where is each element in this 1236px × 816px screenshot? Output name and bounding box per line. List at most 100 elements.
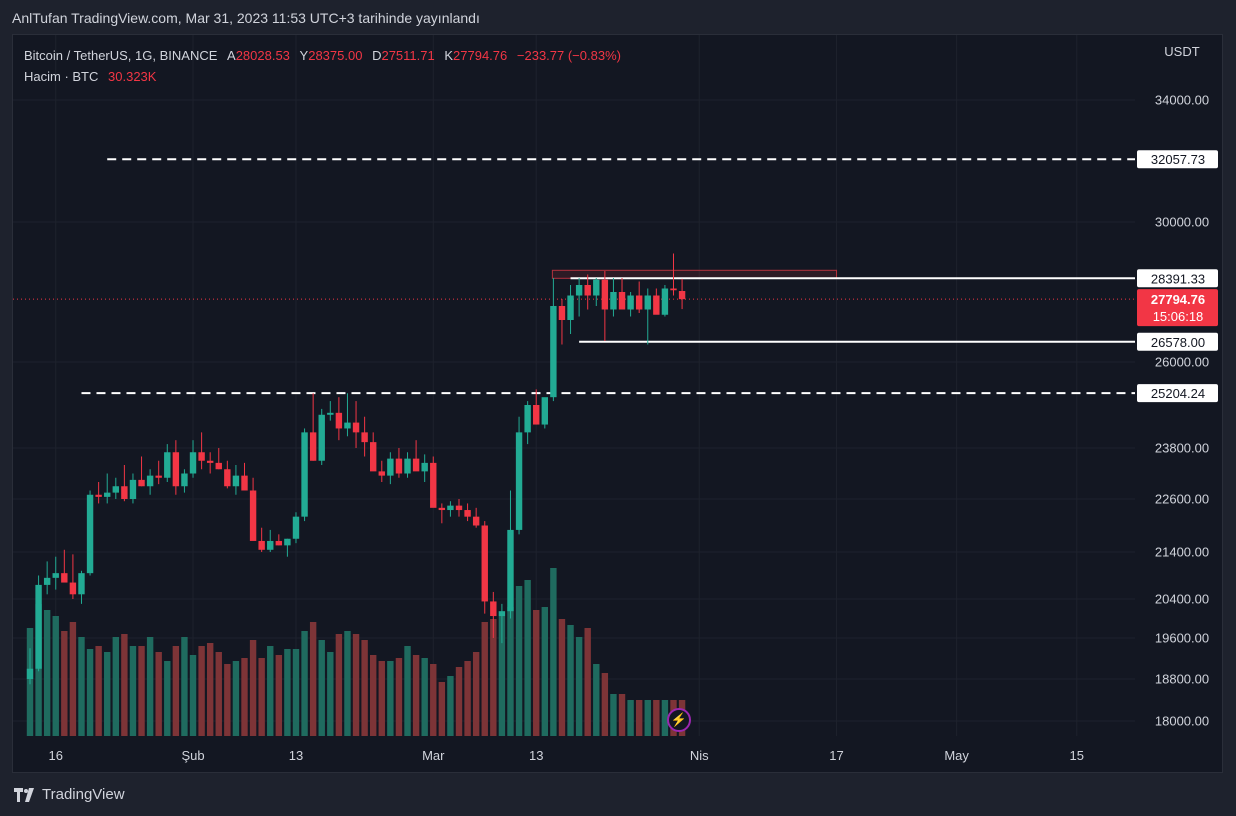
volume-bar: [421, 658, 428, 736]
volume-bar: [344, 631, 351, 736]
volume-bar: [275, 655, 283, 736]
candle-body: [593, 279, 600, 296]
volume-bar: [610, 694, 617, 736]
volume-row: Hacim · BTC 30.323K: [24, 66, 621, 87]
symbol-label[interactable]: Bitcoin / TetherUS, 1G, BINANCE: [24, 48, 218, 63]
x-tick-label: 17: [829, 748, 843, 763]
candle-body: [327, 412, 334, 415]
footer-brand[interactable]: TradingView: [14, 786, 125, 803]
volume-bar: [52, 616, 59, 736]
change-value: −233.77 (−0.83%): [516, 48, 621, 63]
volume-bar: [490, 619, 497, 736]
volume-bar: [635, 700, 643, 736]
candle-body: [198, 452, 205, 461]
volume-bar: [129, 646, 137, 736]
level-tag-label: 28391.33: [1151, 271, 1205, 286]
low-label: D: [372, 48, 382, 63]
volume-bar: [567, 625, 574, 736]
y-tick-label: 21400.00: [1155, 545, 1209, 560]
y-tick-label: 19600.00: [1155, 631, 1209, 646]
candle-body: [61, 573, 68, 583]
ohlc-row: Bitcoin / TetherUS, 1G, BINANCE A28028.5…: [24, 45, 621, 66]
y-tick-label: 22600.00: [1155, 492, 1209, 507]
volume-bar: [524, 580, 531, 736]
candle-body: [378, 471, 385, 476]
candle-body: [584, 285, 591, 296]
candle-body: [412, 458, 420, 472]
candle-body: [43, 577, 51, 585]
candle-body: [112, 486, 119, 493]
high-label: Y: [299, 48, 309, 63]
candle-body: [490, 601, 497, 617]
y-tick-label: 34000.00: [1155, 93, 1209, 108]
chart-panel[interactable]: [12, 34, 1223, 773]
volume-bar: [69, 622, 77, 736]
volume-bar: [498, 616, 506, 736]
candle-body: [232, 475, 240, 487]
candle-body: [138, 479, 145, 487]
low-value: 27511.71: [381, 48, 435, 63]
candle-body: [404, 458, 411, 474]
level-tag-label: 26578.00: [1151, 335, 1205, 350]
volume-bar: [232, 661, 240, 736]
close-value: 27794.76: [453, 48, 508, 63]
volume-bar: [438, 682, 446, 736]
y-tick-label: 30000.00: [1155, 215, 1209, 230]
volume-bar: [292, 649, 300, 736]
volume-bar: [258, 658, 265, 736]
level-tag-bg: [1137, 269, 1218, 288]
candle-body: [387, 458, 394, 476]
open-value: 28028.53: [235, 48, 290, 63]
volume-value: 30.323K: [108, 69, 157, 84]
volume-bar: [550, 568, 557, 736]
countdown-label: 15:06:18: [1153, 309, 1204, 324]
volume-bar: [164, 661, 171, 736]
volume-bar: [653, 700, 660, 736]
candle-body: [533, 405, 540, 425]
volume-bar: [146, 637, 154, 736]
candle-body: [86, 494, 94, 574]
volume-bar: [412, 655, 420, 736]
level-tag-label: 32057.73: [1151, 152, 1205, 167]
volume-bar: [644, 700, 651, 736]
candle-body: [541, 397, 548, 425]
volume-bar: [249, 640, 257, 736]
x-tick-label: 16: [49, 748, 63, 763]
candle-body: [524, 405, 531, 433]
volume-bar: [172, 646, 180, 736]
volume-bar: [215, 652, 222, 736]
candle-body: [104, 492, 111, 497]
volume-bar: [361, 640, 368, 736]
candle-body: [318, 414, 325, 461]
candle-body: [206, 460, 214, 463]
volume-bar: [198, 646, 205, 736]
candle-body: [301, 432, 308, 517]
tradingview-logo-icon: [14, 787, 34, 802]
current-price-label: 27794.76: [1151, 292, 1205, 307]
resistance-box: [551, 269, 838, 279]
candle-body: [472, 516, 480, 526]
candle-body: [610, 292, 617, 310]
volume-label[interactable]: Hacim · BTC: [24, 69, 99, 84]
x-tick-label: 15: [1070, 748, 1084, 763]
candle-body: [558, 306, 566, 320]
candle-body: [35, 584, 42, 669]
level-tag-bg: [1137, 150, 1218, 169]
candle-body: [481, 525, 488, 602]
candle-body: [292, 516, 300, 539]
volume-bar: [95, 646, 102, 736]
lightning-icon[interactable]: ⚡: [667, 708, 691, 732]
candle-body: [438, 507, 446, 511]
candle-body: [121, 486, 128, 499]
candle-body: [601, 279, 609, 310]
volume-bar: [533, 610, 540, 736]
volume-bar: [661, 700, 669, 736]
volume-bar: [378, 661, 385, 736]
candle-body: [284, 538, 291, 546]
axis-currency-label: USDT: [1164, 44, 1199, 59]
candle-body: [344, 422, 351, 429]
candle-body: [464, 510, 471, 517]
candle-body: [275, 540, 283, 546]
volume-bar: [481, 622, 488, 736]
